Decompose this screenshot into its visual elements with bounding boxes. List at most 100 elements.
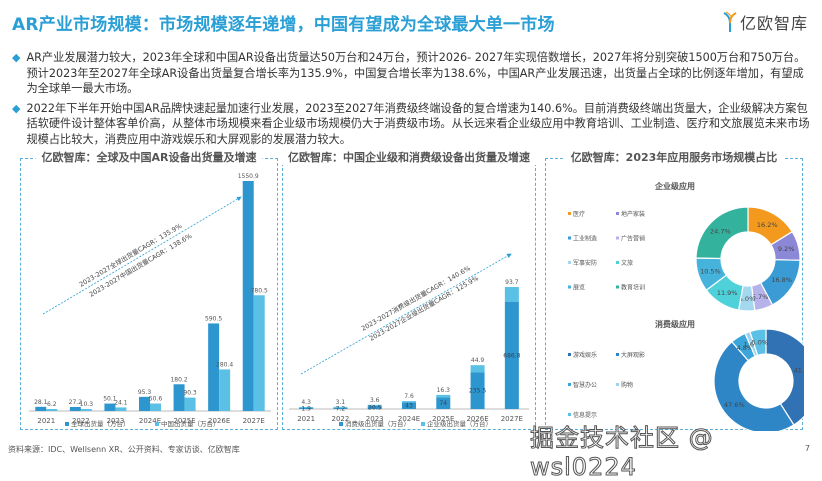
- svg-text:中国出货量（万台）: 中国出货量（万台）: [161, 419, 220, 428]
- svg-text:展览: 展览: [573, 284, 585, 292]
- svg-text:10.5%: 10.5%: [700, 268, 721, 276]
- page-number: 7: [804, 444, 810, 453]
- enterprise-consumer-bar-chart: 1.94.3 2021 7.23.1 2022 20.53.6 2023 43 7.6 2024…: [289, 253, 529, 428]
- svg-text:4.8%: 4.8%: [737, 344, 754, 352]
- bar: [253, 295, 265, 411]
- bar: [69, 406, 81, 411]
- global-china-bar-chart: 28.1 6.2202127.210.3202250.124.1202395.35…: [29, 173, 271, 428]
- svg-text:180.2: 180.2: [170, 376, 187, 383]
- summary-bullets: ◆ AR产业发展潜力较大，2023年全球和中国AR设备出货量达50万台和24万台…: [12, 50, 810, 151]
- svg-text:2021: 2021: [37, 417, 55, 425]
- application-donut-charts: 企业级应用16.2%9.2%16.8%5.7%5.0%11.9%10.5%24.…: [568, 181, 819, 434]
- diamond-icon: ◆: [12, 101, 21, 115]
- watermark: 掘金技术社区 @ wsl0224: [530, 424, 714, 481]
- svg-text:5.0%: 5.0%: [752, 338, 769, 346]
- bar: [35, 406, 47, 411]
- svg-text:工业制造: 工业制造: [573, 235, 597, 243]
- svg-text:43: 43: [405, 403, 413, 410]
- svg-text:地产家装: 地产家装: [621, 210, 645, 218]
- bullet-text: AR产业发展潜力较大，2023年全球和中国AR设备出货量达50万台和24万台，预…: [26, 51, 806, 95]
- svg-text:6.2: 6.2: [47, 401, 57, 408]
- svg-text:2023: 2023: [366, 415, 384, 423]
- svg-text:7.2: 7.2: [336, 405, 346, 412]
- svg-text:游戏娱乐: 游戏娱乐: [573, 351, 597, 359]
- source-note: 资料来源：IDC、Wellsenn XR、公开资料、专家访谈、亿欧智库: [8, 445, 240, 454]
- svg-text:2025E: 2025E: [173, 417, 195, 425]
- svg-text:95.3: 95.3: [138, 389, 152, 396]
- svg-text:780.5: 780.5: [251, 287, 268, 294]
- svg-text:2027E: 2027E: [501, 415, 523, 423]
- svg-text:9.2%: 9.2%: [778, 245, 795, 253]
- svg-text:50.1: 50.1: [103, 396, 117, 403]
- svg-text:24.7%: 24.7%: [710, 227, 731, 235]
- svg-text:47.6%: 47.6%: [724, 401, 745, 409]
- svg-text:4.3: 4.3: [301, 399, 311, 406]
- logo-icon: [723, 11, 737, 32]
- global-china-shipment-panel: 亿欧智库：全球及中国AR设备出货量及增速 28.1 6.2 2021 27.2 10.3…: [20, 149, 278, 430]
- svg-text:20.5: 20.5: [368, 404, 382, 411]
- svg-text:医疗: 医疗: [573, 210, 585, 218]
- panel-title: 亿欧智库：中国企业级和消费级设备出货量及增速: [282, 149, 536, 165]
- svg-text:2023-2027中国出货量CAGR：138.6%: 2023-2027中国出货量CAGR：138.6%: [87, 231, 193, 299]
- svg-text:2023: 2023: [107, 417, 125, 425]
- svg-text:44.9: 44.9: [471, 357, 485, 364]
- bar: [104, 403, 116, 411]
- svg-text:军事安防: 军事安防: [573, 259, 597, 267]
- svg-text:2024E: 2024E: [139, 417, 161, 425]
- svg-text:购物: 购物: [621, 381, 633, 389]
- svg-text:全球出货量（万台）: 全球出货量（万台）: [71, 419, 130, 428]
- svg-text:1.6%: 1.6%: [744, 341, 761, 349]
- bar: [242, 181, 254, 411]
- logo: 亿欧智库: [723, 10, 808, 34]
- svg-text:7.6: 7.6: [404, 393, 414, 400]
- svg-text:2023-2027全球出货量CAGR：135.9%: 2023-2027全球出货量CAGR：135.9%: [77, 221, 183, 289]
- svg-text:2021: 2021: [297, 415, 315, 423]
- svg-text:2022: 2022: [72, 417, 90, 425]
- svg-text:企业级出货量（万台）: 企业级出货量（万台）: [427, 419, 492, 428]
- bullet-item: ◆ 2022年下半年开始中国AR品牌快速起量加速行业发展，2023至2027年消…: [12, 101, 810, 148]
- svg-text:2023-2027企业级出货量CAGR：125.9%: 2023-2027企业级出货量CAGR：125.9%: [368, 273, 480, 342]
- svg-text:5.0%: 5.0%: [739, 295, 756, 303]
- svg-text:28.1: 28.1: [34, 399, 48, 406]
- svg-text:广告营销: 广告营销: [621, 235, 645, 243]
- svg-text:2026E: 2026E: [208, 417, 230, 425]
- svg-text:27.2: 27.2: [69, 399, 83, 406]
- svg-text:教育培训: 教育培训: [621, 284, 645, 292]
- svg-text:16.2%: 16.2%: [757, 221, 778, 229]
- svg-text:消费级出货量（万台）: 消费级出货量（万台）: [345, 419, 410, 428]
- svg-text:文旅: 文旅: [621, 259, 633, 267]
- bar: [219, 369, 231, 411]
- panel-title: 亿欧智库：全球及中国AR设备出货量及增速: [35, 149, 263, 165]
- bar: [115, 407, 127, 411]
- svg-text:235.5: 235.5: [469, 388, 486, 395]
- svg-text:3.6: 3.6: [370, 397, 380, 404]
- svg-text:74: 74: [439, 400, 447, 407]
- svg-text:2023-2027消费级出货量CAGR：140.6%: 2023-2027消费级出货量CAGR：140.6%: [360, 263, 472, 332]
- svg-text:90.3: 90.3: [183, 390, 197, 397]
- svg-text:686.8: 686.8: [503, 352, 520, 359]
- svg-text:280.4: 280.4: [216, 361, 233, 368]
- svg-text:2024E: 2024E: [398, 415, 420, 423]
- bar: [173, 384, 185, 411]
- enterprise-consumer-panel: 亿欧智库：中国企业级和消费级设备出货量及增速 1.9 4.3 2021 7.2 3.1 2…: [282, 149, 536, 430]
- svg-text:16.3: 16.3: [437, 387, 451, 394]
- svg-text:智慧办公: 智慧办公: [573, 381, 597, 389]
- bar: [80, 409, 92, 411]
- page-title: AR产业市场规模：市场规模逐年递增，中国有望成为全球最大单一市场: [12, 15, 555, 35]
- logo-text: 亿欧智库: [739, 14, 808, 33]
- bar: [139, 396, 150, 411]
- bullet-item: ◆ AR产业发展潜力较大，2023年全球和中国AR设备出货量达50万台和24万台…: [12, 50, 810, 97]
- svg-text:50.6: 50.6: [149, 395, 163, 402]
- svg-text:10.3: 10.3: [80, 401, 94, 408]
- svg-text:2025E: 2025E: [432, 415, 454, 423]
- svg-text:5.7%: 5.7%: [752, 293, 769, 301]
- svg-text:590.5: 590.5: [205, 315, 222, 322]
- svg-text:3.1: 3.1: [336, 399, 346, 406]
- svg-text:93.7: 93.7: [505, 279, 519, 286]
- bar: [184, 397, 196, 411]
- svg-text:2026E: 2026E: [466, 415, 488, 423]
- svg-text:2027E: 2027E: [243, 417, 265, 425]
- svg-text:24.1: 24.1: [114, 399, 128, 406]
- svg-text:1550.9: 1550.9: [238, 173, 259, 180]
- panel-title: 亿欧智库：2023年应用服务市场规模占比: [564, 149, 784, 165]
